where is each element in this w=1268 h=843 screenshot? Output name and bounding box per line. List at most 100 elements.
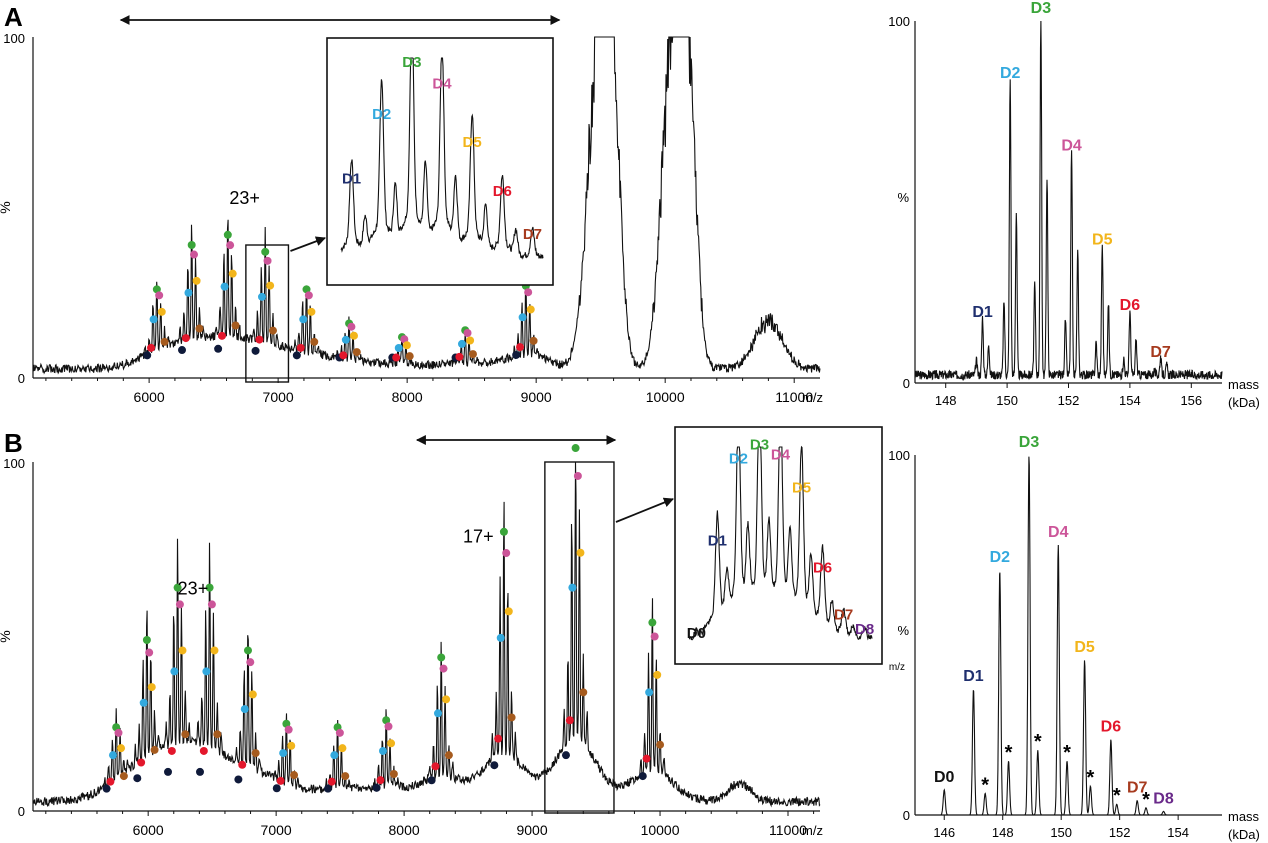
B-species-dot-d0 [234,775,243,784]
A-x-tick-label: 7000 [263,389,294,405]
B-deconv-label-d1: D1 [963,668,984,685]
B-species-dot-d6 [642,754,651,763]
A-deconv-x-tick-label: 154 [1119,393,1141,408]
A-species-dot-d5 [192,276,201,285]
B-y-tick-bottom: 0 [18,804,25,819]
A-inset-label-d7: D7 [523,226,542,243]
B-deconv-y-label: % [897,623,909,638]
A-species-dot-d6 [181,334,190,343]
B-species-dot-d4 [335,728,344,737]
B-deconv-x-tick-label: 146 [933,825,955,840]
B-deconv-adduct-star: * [1113,785,1121,807]
A-species-dot-d3 [261,247,270,256]
B-deconv-adduct-star: * [1063,742,1071,764]
B-deconv-x-unit: (kDa) [1228,827,1260,842]
B-inset-label-d1: D1 [708,533,727,550]
B-deconv-label-d5: D5 [1074,639,1095,656]
A-deconv-y-label: % [897,190,909,205]
A-species-dot-d5 [307,307,316,316]
B-deconv-trace [915,456,1222,816]
B-species-dot-d4 [439,664,448,673]
B-species-dot-d3 [437,653,446,662]
A-species-dot-d0 [292,351,301,360]
A-species-dot-d0 [143,351,152,360]
A-deconv-x-tick-label: 156 [1180,393,1202,408]
B-species-dot-d2 [434,709,443,718]
B-species-dot-d2 [170,667,179,676]
A-inset-label-d5: D5 [463,134,482,151]
B-deconv-label-d0: D0 [934,769,955,786]
B-species-dot-d0 [133,774,142,783]
B-species-dot-d6 [137,758,146,767]
B-x-tick-label: 8000 [389,822,420,838]
B-species-dot-d7 [507,713,516,722]
A-deconv-label-d7: D7 [1150,344,1171,361]
A-deconv-label-d5: D5 [1092,232,1113,249]
panel-a-zoom-inset: D1 D2 D3 D4 D5 D6 D7 [290,37,554,286]
A-species-dot-d7 [352,348,361,357]
A-species-dot-d2 [341,335,350,344]
A-zoom-arrow [290,236,326,252]
A-species-dot-d7 [268,326,277,335]
B-inset-label-d7: D7 [834,606,853,623]
B-species-dot-d6 [565,716,574,725]
A-species-dot-d7 [160,337,169,346]
B-species-dot-d7 [656,740,665,749]
A-species-dot-d0 [214,344,223,353]
B-deconv-label-d3: D3 [1019,434,1040,451]
A-species-dot-d4 [190,250,199,259]
B-y-tick-top: 100 [3,456,25,471]
B-species-dot-d2 [330,751,339,760]
B-species-dot-d2 [645,688,654,697]
B-species-dot-d3 [142,635,151,644]
A-species-dot-d7 [468,350,477,359]
B-deconv-adduct-star: * [1034,731,1042,753]
B-species-dot-d2 [108,751,117,760]
B-deconv-label-d6: D6 [1101,718,1122,735]
B-species-dot-d0 [164,767,173,776]
B-species-dot-d4 [284,725,293,734]
B-deconv-adduct-star: * [1087,767,1095,789]
A-inset-label-d1: D1 [342,170,361,187]
A-species-dot-d7 [231,321,240,330]
B-species-dot-d0 [323,784,332,793]
A-deconv-trace [914,20,1223,382]
A-species-dot-d7 [405,352,414,361]
B-deconv-label-d2: D2 [990,549,1011,566]
B-charge-state-label: 17+ [463,526,494,546]
B-x-tick-label: 7000 [261,822,292,838]
B-species-dot-d5 [387,739,396,748]
B-x-tick-label: 9000 [516,822,547,838]
A-inset-label-d4: D4 [432,76,452,93]
B-species-dot-d2 [568,583,577,592]
B-y-label: % [0,630,13,642]
B-deconv-adduct-star: * [981,774,989,796]
A-deconv-label-d4: D4 [1061,138,1082,155]
B-inset-label-d8: D8 [855,621,874,638]
A-species-dot-d6 [339,351,348,360]
A-inset-label-d3: D3 [402,54,421,71]
B-deconv-x-tick-label: 148 [992,825,1014,840]
A-species-dot-d4 [226,241,235,250]
A-y-tick-bottom: 0 [18,371,25,386]
B-species-dot-d0 [195,767,204,776]
A-species-dot-d5 [466,336,475,345]
B-species-dot-d7 [579,688,588,697]
B-inset-label-d3: D3 [750,436,769,453]
A-species-dot-d2 [299,315,308,324]
B-species-dot-d0 [561,751,570,760]
B-x-tick-label: 11000 [769,822,807,838]
B-species-dot-d4 [246,658,255,667]
panel-a: A 1000%60007000800090001000011000m/z23+ … [0,0,1260,410]
B-deconv-x-tick-label: 150 [1050,825,1072,840]
B-deconv-label-d8: D8 [1153,790,1174,807]
B-species-dot-d0 [638,772,647,781]
A-species-dot-d6 [392,353,401,362]
A-x-label: m/z [802,390,823,405]
B-species-dot-d6 [238,760,247,769]
B-species-dot-d3 [205,583,214,592]
B-deconv-label-d4: D4 [1048,524,1069,541]
B-species-dot-d3 [382,716,391,725]
B-species-dot-d5 [442,695,451,704]
